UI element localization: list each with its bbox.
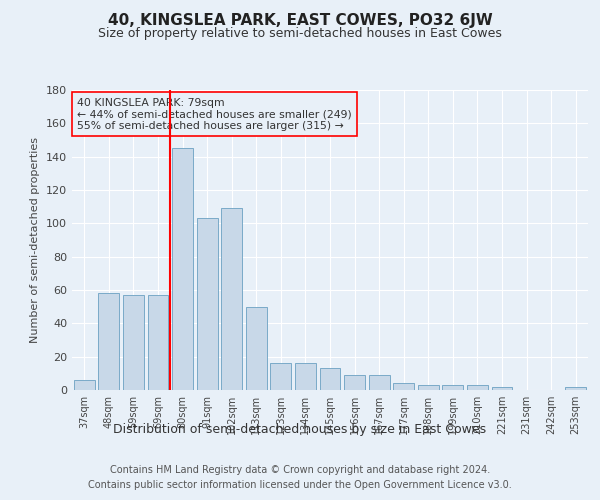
Bar [368, 375, 389, 390]
Bar [148, 295, 169, 390]
Text: Contains public sector information licensed under the Open Government Licence v3: Contains public sector information licen… [88, 480, 512, 490]
Bar [467, 385, 488, 390]
Bar [172, 148, 193, 390]
Bar [491, 386, 512, 390]
Bar [442, 385, 463, 390]
Bar [98, 294, 119, 390]
Text: Distribution of semi-detached houses by size in East Cowes: Distribution of semi-detached houses by … [113, 422, 487, 436]
Bar [295, 364, 316, 390]
Text: Size of property relative to semi-detached houses in East Cowes: Size of property relative to semi-detach… [98, 28, 502, 40]
Bar [74, 380, 95, 390]
Text: 40, KINGSLEA PARK, EAST COWES, PO32 6JW: 40, KINGSLEA PARK, EAST COWES, PO32 6JW [107, 12, 493, 28]
Bar [565, 386, 586, 390]
Bar [393, 384, 414, 390]
Bar [197, 218, 218, 390]
Bar [221, 208, 242, 390]
Bar [320, 368, 340, 390]
Bar [271, 364, 292, 390]
Text: Contains HM Land Registry data © Crown copyright and database right 2024.: Contains HM Land Registry data © Crown c… [110, 465, 490, 475]
Bar [418, 385, 439, 390]
Text: 40 KINGSLEA PARK: 79sqm
← 44% of semi-detached houses are smaller (249)
55% of s: 40 KINGSLEA PARK: 79sqm ← 44% of semi-de… [77, 98, 352, 130]
Bar [246, 306, 267, 390]
Bar [123, 295, 144, 390]
Bar [344, 375, 365, 390]
Y-axis label: Number of semi-detached properties: Number of semi-detached properties [31, 137, 40, 343]
